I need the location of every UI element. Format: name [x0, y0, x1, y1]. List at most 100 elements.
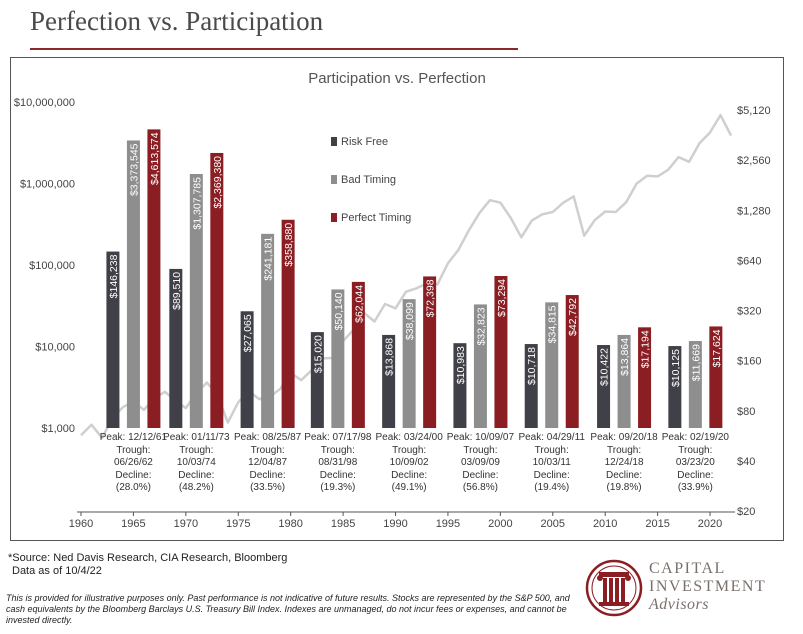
bar-data-label: $15,020 — [312, 335, 324, 373]
trough-title: Trough: — [392, 445, 426, 456]
chart-title: Participation vs. Perfection — [308, 70, 486, 87]
x-tick-label: 1995 — [436, 518, 460, 530]
bar-data-label: $1,307,785 — [191, 177, 203, 230]
decline-title: Decline: — [462, 470, 498, 481]
logo-line-advisors: Advisors — [649, 596, 709, 613]
bar-perfect-timing — [565, 295, 579, 428]
chart-panel: Participation vs. Perfection $1,000 $10,00… — [10, 57, 784, 541]
trough-date: 10/03/11 — [533, 457, 572, 468]
bar-risk-free — [240, 311, 254, 428]
trough-title: Trough: — [321, 445, 355, 456]
peak-label: Peak: 03/24/00 — [376, 432, 444, 443]
bar-perfect-timing — [494, 275, 508, 428]
bar-data-label: $2,369,380 — [212, 156, 224, 209]
source-text: *Source: Ned Davis Research, CIA Researc… — [8, 552, 288, 564]
legend-swatch-2 — [331, 213, 337, 222]
trough-date: 08/31/98 — [318, 457, 357, 468]
bar-data-label: $89,510 — [171, 272, 183, 310]
x-tick-label: 1990 — [383, 518, 407, 530]
bar-risk-free — [382, 334, 396, 428]
bar-bad-timing — [126, 140, 140, 429]
x-tick-label: 1985 — [331, 518, 355, 530]
y-left-tick-label: $10,000,000 — [14, 97, 75, 109]
bar-bad-timing — [189, 174, 203, 428]
y-left-tick-label: $1,000,000 — [20, 179, 75, 191]
bar-perfect-timing — [147, 129, 161, 428]
decline-title: Decline: — [534, 470, 570, 481]
peak-label: Peak: 02/19/20 — [662, 432, 730, 443]
y-right-tick-label: $1,280 — [737, 205, 771, 217]
x-tick-label: 2005 — [541, 518, 565, 530]
trough-title: Trough: — [607, 445, 641, 456]
legend-swatch-1 — [331, 175, 337, 184]
bar-perfect-timing — [210, 152, 224, 428]
y-left-tick-label: $100,000 — [29, 260, 75, 272]
bar-perfect-timing — [638, 327, 652, 428]
trough-title: Trough: — [535, 445, 569, 456]
trough-date: 10/03/74 — [177, 457, 216, 468]
bar-data-label: $32,823 — [475, 307, 487, 345]
trough-title: Trough: — [463, 445, 497, 456]
logo-line-investment: INVESTMENT — [649, 578, 767, 595]
y-right-tick-label: $40 — [737, 456, 755, 468]
decline-value: (19.8%) — [607, 482, 642, 493]
trough-title: Trough: — [678, 445, 712, 456]
y-left-tick-label: $10,000 — [35, 342, 75, 354]
y-right-tick-label: $320 — [737, 306, 761, 318]
decline-title: Decline: — [178, 470, 214, 481]
bar-risk-free — [524, 344, 538, 428]
legend-label-0: Risk Free — [341, 136, 388, 148]
decline-value: (48.2%) — [179, 482, 214, 493]
bar-data-label: $358,880 — [283, 223, 295, 267]
x-tick-label: 2000 — [488, 518, 512, 530]
bar-risk-free — [597, 345, 611, 428]
trough-date: 12/04/87 — [248, 457, 287, 468]
trough-date: 10/09/02 — [390, 457, 429, 468]
decline-title: Decline: — [391, 470, 427, 481]
bar-bad-timing — [402, 299, 416, 428]
bar-bad-timing — [261, 233, 275, 428]
bar-data-label: $10,983 — [455, 346, 467, 384]
disclaimer-text: This is provided for illustrative purpos… — [6, 593, 570, 625]
page-title: Perfection vs. Participation — [30, 6, 324, 36]
bar-data-label: $13,864 — [619, 338, 631, 376]
bar-data-label: $3,373,545 — [128, 143, 140, 196]
trough-date: 12/24/18 — [605, 457, 644, 468]
y-right-tick-label: $5,120 — [737, 105, 771, 117]
bar-data-label: $10,422 — [599, 348, 611, 386]
peak-label: Peak: 12/12/61 — [100, 432, 168, 443]
bar-perfect-timing — [281, 219, 295, 428]
data-date-text: Data as of 10/4/22 — [12, 565, 102, 577]
peak-label: Peak: 10/09/07 — [447, 432, 515, 443]
legend-label-2: Perfect Timing — [341, 212, 411, 224]
bar-data-label: $27,065 — [242, 314, 254, 352]
bar-bad-timing — [473, 304, 487, 428]
bar-perfect-timing — [709, 326, 723, 428]
bar-data-label: $17,194 — [640, 330, 652, 368]
y-right-tick-label: $160 — [737, 356, 761, 368]
bar-data-label: $241,181 — [263, 237, 275, 281]
trough-title: Trough: — [179, 445, 213, 456]
bar-bad-timing — [688, 341, 702, 428]
decline-title: Decline: — [677, 470, 713, 481]
bar-data-label: $11,669 — [690, 344, 702, 381]
decline-title: Decline: — [606, 470, 642, 481]
bar-data-label: $38,099 — [404, 302, 416, 340]
decline-value: (28.0%) — [116, 482, 151, 493]
peak-label: Peak: 09/20/18 — [590, 432, 658, 443]
bar-bad-timing — [617, 334, 631, 428]
bar-perfect-timing — [423, 276, 437, 428]
bar-data-label: $42,792 — [567, 298, 579, 336]
column-seal-icon — [585, 559, 643, 617]
decline-value: (33.5%) — [250, 482, 285, 493]
logo-wordmark: CAPITAL INVESTMENT Advisors — [649, 560, 766, 614]
legend-swatch-0 — [331, 137, 337, 146]
bar-data-label: $10,718 — [526, 347, 538, 385]
trough-date: 06/26/62 — [114, 457, 153, 468]
source-note: *Source: Ned Davis Research, CIA Researc… — [8, 552, 287, 578]
trough-title: Trough: — [116, 445, 150, 456]
peak-label: Peak: 07/17/98 — [304, 432, 372, 443]
bar-bad-timing — [331, 289, 345, 428]
decline-title: Decline: — [115, 470, 151, 481]
bar-risk-free — [106, 251, 120, 428]
